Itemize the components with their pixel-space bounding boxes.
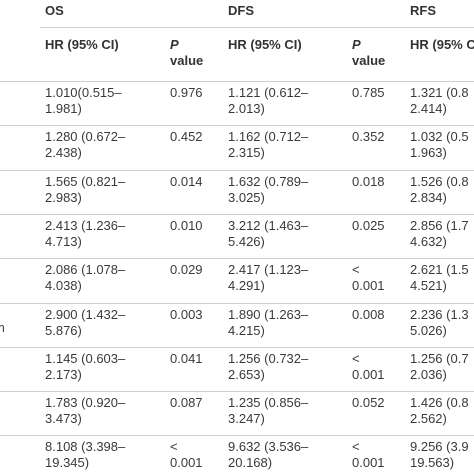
p-value: < — [352, 439, 360, 455]
hazard-ratio: 2.621 (1.5 — [410, 262, 469, 278]
group-header: DFS — [228, 3, 254, 18]
hazard-ratio: 2.417 (1.123– — [228, 262, 309, 278]
p-value: < — [352, 262, 360, 278]
column-header: P — [352, 37, 361, 52]
hazard-ratio: 2.036) — [410, 366, 447, 382]
p-value: 0.014 — [170, 173, 203, 189]
hazard-ratio: 3.473) — [45, 411, 82, 427]
p-value: 0.008 — [352, 306, 385, 322]
hazard-ratio: 2.983) — [45, 189, 82, 205]
p-value: 0.001 — [170, 455, 203, 471]
rule — [0, 81, 474, 82]
hazard-ratio: 2.414) — [410, 101, 447, 116]
hazard-ratio: 1.890 (1.263– — [228, 306, 309, 322]
hazard-ratio: 1.565 (0.821– — [45, 173, 126, 189]
rule — [0, 391, 474, 392]
hazard-ratio: 2.834) — [410, 189, 447, 205]
rule — [0, 125, 474, 126]
p-value: < — [170, 439, 178, 455]
hazard-ratio: 1.032 (0.5 — [410, 129, 469, 145]
hazard-ratio: 1.256 (0.732– — [228, 350, 309, 366]
group-header: RFS — [410, 3, 436, 18]
row-label: m — [0, 320, 5, 336]
rule — [0, 347, 474, 348]
hazard-ratio: 2.413 (1.236– — [45, 217, 126, 233]
hazard-ratio: 2.653) — [228, 366, 265, 382]
p-value: 0.029 — [170, 262, 203, 278]
hazard-ratio: 3.025) — [228, 189, 265, 205]
hazard-ratio: 4.521) — [410, 278, 447, 294]
column-header: value — [352, 53, 386, 68]
hazard-ratio: 9.256 (3.9 — [410, 439, 469, 455]
hazard-ratio: 3.212 (1.463– — [228, 217, 309, 233]
hazard-ratio: 1.981) — [45, 101, 82, 116]
rule — [0, 303, 474, 304]
p-value: 0.052 — [352, 395, 385, 411]
hazard-ratio: 1.121 (0.612– — [228, 85, 309, 100]
rule — [40, 27, 474, 28]
hazard-ratio: 1.145 (0.603– — [45, 350, 126, 366]
hazard-ratio: 4.632) — [410, 233, 447, 249]
hazard-ratio: 4.713) — [45, 233, 82, 249]
hazard-ratio: 2.856 (1.7 — [410, 217, 469, 233]
hazard-ratio: 1.783 (0.920– — [45, 395, 126, 411]
hazard-ratio: 2.562) — [410, 411, 447, 427]
p-value: 0.018 — [352, 173, 385, 189]
hazard-ratio: 1.963) — [410, 145, 447, 161]
hazard-ratio: 2.900 (1.432– — [45, 306, 126, 322]
hazard-ratio: 1.426 (0.8 — [410, 395, 469, 411]
p-value: 0.352 — [352, 129, 385, 145]
hazard-ratio: 19.563) — [410, 455, 455, 471]
hazard-ratio: 1.010(0.515– — [45, 85, 122, 100]
rule — [0, 258, 474, 259]
hazard-ratio: 2.236 (1.3 — [410, 306, 469, 322]
hazard-ratio: 3.247) — [228, 411, 265, 427]
group-header: OS — [45, 3, 64, 18]
hazard-ratio: 20.168) — [228, 455, 273, 471]
hazard-ratio: 5.426) — [228, 233, 265, 249]
hazard-ratio: 4.038) — [45, 278, 82, 294]
p-value: 0.452 — [170, 129, 203, 145]
column-header: P — [170, 37, 179, 52]
hazard-ratio: 1.280 (0.672– — [45, 129, 126, 145]
p-value: 0.001 — [352, 366, 385, 382]
p-value: 0.025 — [352, 217, 385, 233]
p-value: 0.041 — [170, 350, 203, 366]
p-value: < — [352, 350, 360, 366]
hazard-ratio: 1.256 (0.7 — [410, 350, 469, 366]
hazard-ratio: 2.173) — [45, 366, 82, 382]
column-header: HR (95% CI) — [228, 37, 302, 52]
hazard-ratio: 2.086 (1.078– — [45, 262, 126, 278]
hazard-ratio: 1.235 (0.856– — [228, 395, 309, 411]
hazard-ratio: 8.108 (3.398– — [45, 439, 126, 455]
hazard-ratio: 4.291) — [228, 278, 265, 294]
p-value: 0.087 — [170, 395, 203, 411]
hazard-ratio: 9.632 (3.536– — [228, 439, 309, 455]
hazard-ratio: 2.438) — [45, 145, 82, 161]
hazard-ratio: 4.215) — [228, 322, 265, 338]
rule — [0, 214, 474, 215]
column-header: HR (95% CI) — [45, 37, 119, 52]
hazard-ratio: 1.632 (0.789– — [228, 173, 309, 189]
hazard-ratio: 2.315) — [228, 145, 265, 161]
p-value: 0.010 — [170, 217, 203, 233]
hazard-ratio: 19.345) — [45, 455, 90, 471]
column-header: HR (95% CI) — [410, 37, 474, 52]
hazard-ratio: 2.013) — [228, 101, 265, 116]
p-value: 0.001 — [352, 455, 385, 471]
hazard-ratio: 1.526 (0.8 — [410, 173, 469, 189]
hazard-ratio: 1.162 (0.712– — [228, 129, 309, 145]
rule — [0, 435, 474, 436]
p-value: 0.001 — [352, 278, 385, 294]
p-value: 0.785 — [352, 85, 385, 100]
hazard-ratio: 1.321 (0.8 — [410, 85, 469, 100]
column-header: value — [170, 53, 204, 68]
hazard-ratio: 5.876) — [45, 322, 82, 338]
p-value: 0.976 — [170, 85, 203, 100]
p-value: 0.003 — [170, 306, 203, 322]
hazard-ratio: 5.026) — [410, 322, 447, 338]
rule — [0, 170, 474, 171]
